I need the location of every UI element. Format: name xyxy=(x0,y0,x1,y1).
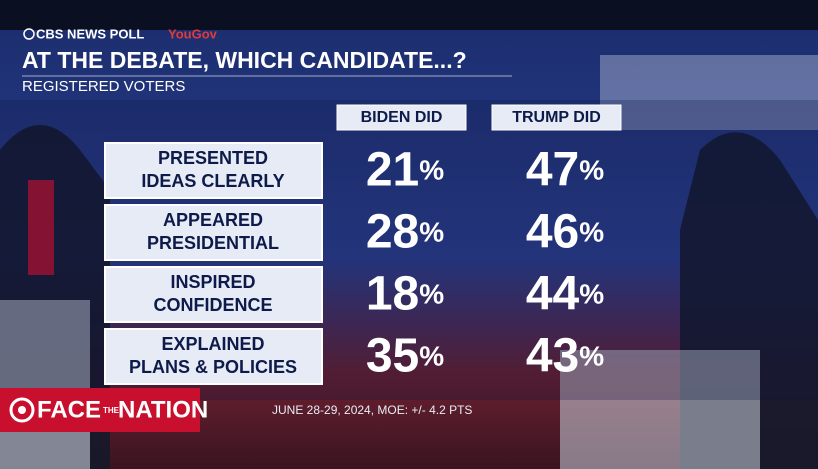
row-label: EXPLAINED xyxy=(161,334,264,354)
logo-eye xyxy=(9,397,35,423)
cbs-eye xyxy=(23,28,35,40)
tie xyxy=(28,180,54,275)
cell-value: 35% xyxy=(366,329,444,382)
title: AT THE DEBATE, WHICH CANDIDATE...? xyxy=(22,47,467,73)
cell-value: 28% xyxy=(366,205,444,258)
partner: YouGov xyxy=(168,26,218,41)
row-label-box xyxy=(104,266,323,323)
cell-value: 18% xyxy=(366,267,444,320)
backdrop-sign xyxy=(600,55,818,130)
row-label-box xyxy=(104,328,323,385)
row-label: IDEAS CLEARLY xyxy=(141,171,284,191)
top-band xyxy=(0,0,818,30)
logo-word: FACE xyxy=(37,396,101,423)
source: CBS NEWS POLL xyxy=(36,26,144,41)
subtitle: REGISTERED VOTERS xyxy=(22,78,185,95)
row-label: PRESENTED xyxy=(158,148,268,168)
logo-word: THE xyxy=(103,406,120,415)
cell-value: 43% xyxy=(526,329,604,382)
cell-value: 47% xyxy=(526,143,604,196)
row-label-box xyxy=(104,204,323,261)
row-label: APPEARED xyxy=(163,210,263,230)
cell-value: 44% xyxy=(526,267,604,320)
table: BIDEN DID TRUMP DID PRESENTED IDEAS CLEARLY… xyxy=(104,104,622,385)
row-label: CONFIDENCE xyxy=(153,295,272,315)
footnote: JUNE 28-29, 2024, MOE: +/- 4.2 PTS xyxy=(272,403,472,417)
podium-left xyxy=(0,300,90,469)
logo-pupil xyxy=(18,406,26,414)
column-header-box xyxy=(336,104,467,131)
column-header: BIDEN DID xyxy=(361,109,443,126)
logo-word: NATION xyxy=(118,396,208,423)
row-label: PRESIDENTIAL xyxy=(147,233,279,253)
cell-value: 46% xyxy=(526,205,604,258)
cell-value: 21% xyxy=(366,143,444,196)
column-header: TRUMP DID xyxy=(512,109,601,126)
podium-right xyxy=(560,350,760,469)
row-label: INSPIRED xyxy=(170,272,255,292)
column-header-box xyxy=(491,104,622,131)
row-label: PLANS & POLICIES xyxy=(129,357,297,377)
row-label-box xyxy=(104,142,323,199)
